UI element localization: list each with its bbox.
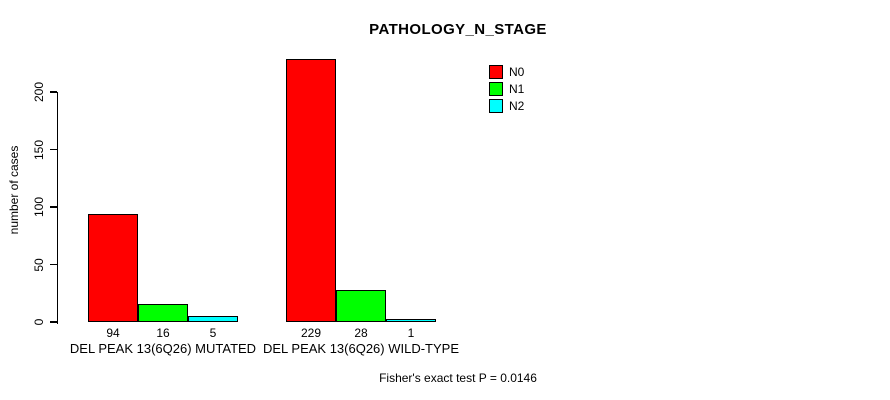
y-axis-tick: [49, 206, 57, 208]
y-axis-tick: [49, 91, 57, 93]
y-axis-tick-label: 150: [32, 139, 46, 160]
y-axis-tick-label: 100: [32, 196, 46, 218]
legend-swatch-N0: [489, 65, 503, 79]
y-axis-tick: [49, 148, 57, 151]
bar-value-label: 28: [354, 326, 368, 340]
y-axis-tick-label: 200: [32, 81, 46, 103]
chart-title: PATHOLOGY_N_STAGE: [369, 21, 547, 38]
bar-N1-1: [138, 303, 188, 322]
bar-value-label: 1: [407, 326, 415, 340]
bar-value-label: 16: [156, 326, 170, 340]
legend-swatch-N1: [489, 82, 503, 96]
legend: N0 N1 N2: [489, 65, 524, 116]
bar-N0-1: [88, 213, 138, 322]
y-axis-tick-label: 50: [32, 257, 46, 272]
bar-N0-2: [286, 58, 336, 322]
bar-value-label: 94: [106, 326, 120, 340]
legend-label: N0: [509, 64, 525, 79]
legend-item-N1: N1: [489, 82, 524, 96]
y-axis-line: [56, 92, 58, 324]
legend-label: N1: [509, 81, 525, 96]
y-axis-tick: [49, 263, 57, 266]
bar-value-label: 229: [300, 326, 322, 340]
bar-value-label: 5: [209, 326, 217, 340]
legend-item-N0: N0: [489, 65, 524, 79]
x-category-label: DEL PEAK 13(6Q26) WILD-TYPE: [262, 341, 460, 356]
x-category-label: DEL PEAK 13(6Q26) MUTATED: [69, 341, 257, 356]
legend-swatch-N2: [489, 99, 503, 113]
legend-item-N2: N2: [489, 99, 524, 113]
bar-N1-2: [336, 289, 386, 322]
y-axis-label: number of cases: [7, 145, 21, 235]
legend-label: N2: [509, 98, 525, 113]
y-axis-tick-label: 0: [32, 318, 46, 326]
y-axis-tick: [49, 321, 57, 323]
annotation-text: Fisher's exact test P = 0.0146: [379, 371, 537, 385]
bar-N2-1: [188, 316, 238, 322]
bar-N2-2: [386, 319, 436, 322]
